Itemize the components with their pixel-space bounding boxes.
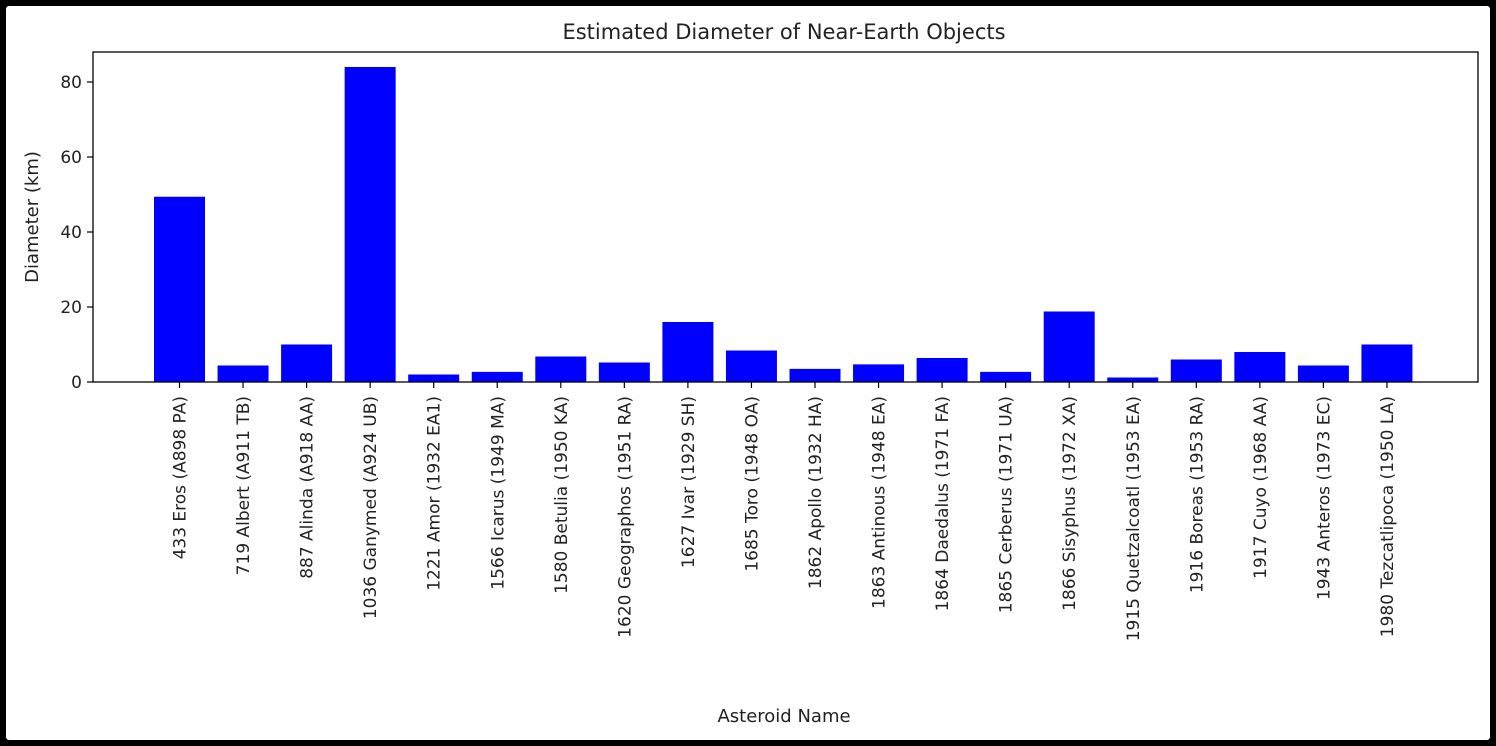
bar-10 — [725, 350, 777, 382]
y-axis: 0 20 40 60 80 — [60, 73, 93, 393]
bar-7 — [535, 356, 587, 382]
y-tick-label: 40 — [60, 223, 82, 243]
bar-1 — [154, 196, 205, 382]
chart-frame: Estimated Diameter of Near-Earth Objects… — [6, 6, 1490, 740]
bar-12 — [853, 364, 905, 382]
bar-13 — [916, 358, 968, 382]
x-tick-label: 719 Albert (A911 TB) — [234, 396, 254, 575]
x-tick-label: 1627 Ivar (1929 SH) — [679, 396, 699, 568]
bar-15 — [1043, 311, 1095, 382]
x-tick-label: 1685 Toro (1948 OA) — [742, 396, 762, 572]
bar-16 — [1107, 377, 1159, 382]
bar-19 — [1297, 365, 1349, 382]
x-axis: 433 Eros (A898 PA) 719 Albert (A911 TB) 88… — [171, 382, 1398, 641]
x-tick-label: 1865 Cerberus (1971 UA) — [997, 396, 1017, 613]
x-tick-label: 1980 Tezcatlipoca (1950 LA) — [1378, 396, 1398, 637]
x-tick-label: 1917 Cuyo (1968 AA) — [1251, 396, 1271, 579]
x-tick-label: 1862 Apollo (1932 HA) — [806, 396, 826, 589]
chart-title: Estimated Diameter of Near-Earth Objects — [562, 20, 1005, 44]
bar-9 — [662, 322, 714, 382]
bars-group — [154, 67, 1413, 382]
x-tick-label: 1620 Geographos (1951 RA) — [615, 396, 635, 638]
x-tick-label: 433 Eros (A898 PA) — [171, 396, 191, 559]
x-tick-label: 887 Alinda (A918 AA) — [298, 396, 318, 579]
y-tick-label: 60 — [60, 148, 82, 168]
bar-18 — [1234, 352, 1286, 382]
x-tick-label: 1915 Quetzalcoatl (1953 EA) — [1124, 396, 1144, 641]
bar-chart: Estimated Diameter of Near-Earth Objects… — [22, 20, 1479, 727]
plot-area-border — [92, 51, 1479, 383]
bar-4 — [344, 67, 396, 382]
bar-17 — [1170, 359, 1222, 382]
bar-2 — [217, 365, 269, 382]
y-axis-label: Diameter (km) — [22, 151, 43, 283]
y-tick-label: 80 — [60, 73, 82, 93]
y-tick-label: 0 — [71, 373, 82, 393]
x-tick-label: 1221 Amor (1932 EA1) — [425, 396, 445, 591]
x-tick-label: 1916 Boreas (1953 RA) — [1187, 396, 1207, 593]
bar-8 — [598, 362, 650, 382]
bar-20 — [1361, 344, 1413, 382]
x-axis-label: Asteroid Name — [717, 706, 850, 727]
x-tick-label: 1566 Icarus (1949 MA) — [488, 396, 508, 590]
bar-5 — [408, 374, 460, 382]
x-tick-label: 1943 Anteros (1973 EC) — [1314, 396, 1334, 600]
bar-14 — [980, 371, 1032, 382]
y-tick-label: 20 — [60, 298, 82, 318]
x-tick-label: 1866 Sisyphus (1972 XA) — [1060, 396, 1080, 611]
x-tick-label: 1864 Daedalus (1971 FA) — [933, 396, 953, 611]
x-tick-label: 1863 Antinous (1948 EA) — [870, 396, 890, 609]
x-tick-label: 1036 Ganymed (A924 UB) — [361, 396, 381, 619]
x-tick-label: 1580 Betulia (1950 KA) — [552, 396, 572, 594]
bar-11 — [789, 368, 841, 382]
bar-6 — [471, 371, 523, 382]
bar-3 — [281, 344, 333, 382]
